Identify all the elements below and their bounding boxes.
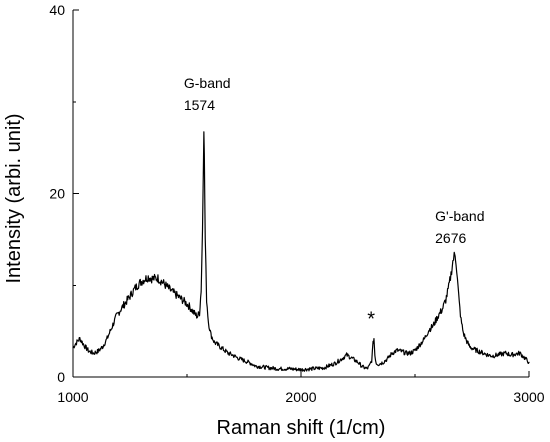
- peak-annotation-0-line-1: 1574: [184, 97, 215, 113]
- y-axis-title: Intensity (arbi. unit): [3, 113, 25, 283]
- peak-annotation-1-line-1: 2676: [435, 230, 466, 246]
- x-tick-label: 1000: [57, 389, 88, 405]
- x-axis-title: Raman shift (1/cm): [217, 417, 386, 439]
- y-tick-label: 20: [49, 186, 65, 202]
- plot-area: [72, 131, 530, 372]
- x-tick-label: 2000: [285, 389, 316, 405]
- artifact-marker: *: [367, 309, 375, 331]
- y-tick-label: 40: [49, 2, 65, 18]
- peak-annotation-0-line-0: G-band: [184, 75, 231, 91]
- axes: 1000 2000 3000 0 20 40: [49, 2, 544, 405]
- labels: Raman shift (1/cm) Intensity (arbi. unit…: [3, 113, 385, 439]
- spectrum-line-0: [72, 131, 530, 372]
- peak-annotation-1-line-0: G'-band: [435, 208, 484, 224]
- annotations: G-band 1574 G'-band 2676 *: [184, 75, 485, 331]
- y-tick-label: 0: [57, 369, 65, 385]
- x-tick-label: 3000: [513, 389, 544, 405]
